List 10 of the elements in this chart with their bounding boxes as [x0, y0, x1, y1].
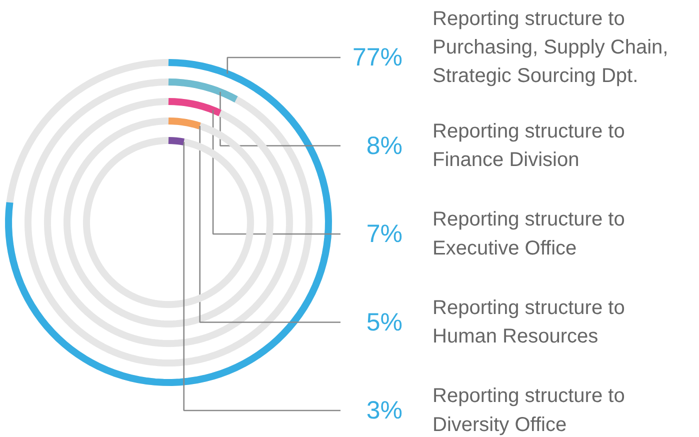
data-label: 7%	[366, 220, 403, 248]
data-label: 77%	[352, 44, 403, 72]
category-label: Reporting structure to Finance Division	[432, 120, 625, 172]
data-label: 3%	[366, 396, 403, 424]
category-label: Reporting structure to Diversity Office	[432, 385, 625, 436]
data-label: 5%	[366, 308, 403, 336]
category-label: Reporting structure to Executive Office	[432, 208, 625, 260]
category-label: Reporting structure to Purchasing, Supply Chain, Strategic Sourcing Dpt.	[432, 8, 668, 88]
data-label: 8%	[366, 132, 403, 160]
category-label: Reporting structure to Human Resources	[432, 296, 625, 348]
